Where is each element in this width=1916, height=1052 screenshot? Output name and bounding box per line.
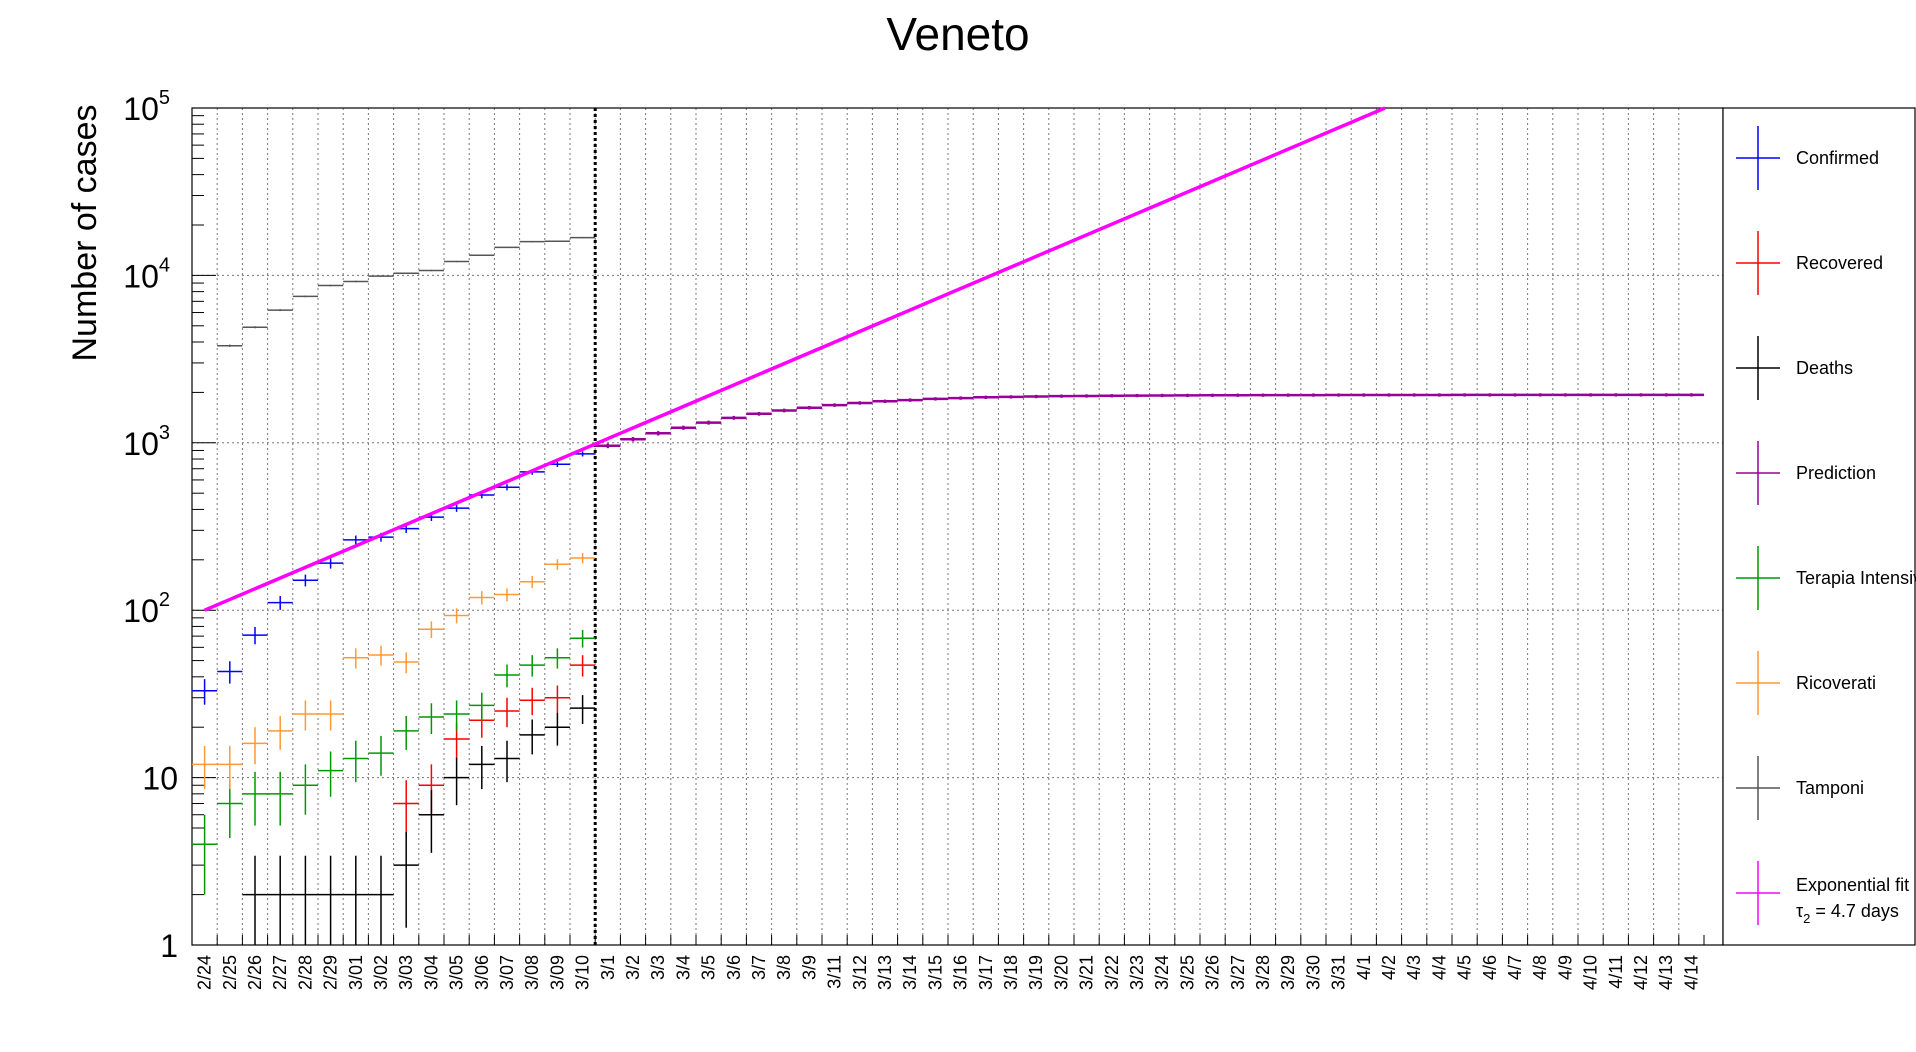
x-tick-label: 3/13 bbox=[875, 955, 895, 990]
x-tick-label: 2/25 bbox=[220, 955, 240, 990]
y-axis-label: Number of cases bbox=[66, 105, 104, 362]
chart-title: Veneto bbox=[886, 8, 1029, 60]
x-tick-label: 4/12 bbox=[1631, 955, 1651, 990]
x-tick-label: 3/12 bbox=[850, 955, 870, 990]
x-tick-label: 3/30 bbox=[1303, 955, 1323, 990]
fit-line bbox=[203, 106, 1386, 612]
x-tick-label: 3/4 bbox=[673, 955, 693, 980]
grid bbox=[192, 108, 1723, 945]
y-tick-label: 105 bbox=[123, 87, 170, 127]
x-tick-label: 3/16 bbox=[951, 955, 971, 990]
x-tick-label: 3/28 bbox=[1253, 955, 1273, 990]
x-tick-label: 4/9 bbox=[1555, 955, 1575, 980]
x-tick-label: 2/27 bbox=[270, 955, 290, 990]
x-tick-label: 4/10 bbox=[1581, 955, 1601, 990]
x-tick-label: 3/17 bbox=[976, 955, 996, 990]
x-tick-label: 3/08 bbox=[522, 955, 542, 990]
x-tick-label: 3/15 bbox=[925, 955, 945, 990]
x-tick-label: 4/13 bbox=[1656, 955, 1676, 990]
x-tick-label: 4/5 bbox=[1455, 955, 1475, 980]
legend-label: Prediction bbox=[1796, 463, 1876, 483]
x-tick-label: 3/03 bbox=[396, 955, 416, 990]
x-tick-label: 3/18 bbox=[1001, 955, 1021, 990]
y-tick-label: 102 bbox=[123, 589, 170, 629]
x-tick-label: 3/1 bbox=[598, 955, 618, 980]
x-tick-label: 3/26 bbox=[1203, 955, 1223, 990]
legend-label: Exponential fit bbox=[1796, 875, 1909, 895]
y-tick-label: 104 bbox=[123, 254, 170, 294]
legend-label: Recovered bbox=[1796, 253, 1883, 273]
x-tick-label: 2/28 bbox=[295, 955, 315, 990]
x-tick-label: 3/5 bbox=[699, 955, 719, 980]
x-tick-label: 3/25 bbox=[1177, 955, 1197, 990]
x-tick-label: 3/07 bbox=[497, 955, 517, 990]
x-tick-label: 3/2 bbox=[623, 955, 643, 980]
x-tick-label: 3/11 bbox=[825, 955, 845, 989]
y-tick-label: 103 bbox=[123, 422, 170, 462]
legend-label: Tamponi bbox=[1796, 778, 1864, 798]
x-tick-label: 4/7 bbox=[1505, 955, 1525, 980]
x-tick-label: 3/22 bbox=[1102, 955, 1122, 990]
x-tick-label: 4/2 bbox=[1379, 955, 1399, 980]
x-tick-label: 3/7 bbox=[749, 955, 769, 980]
legend-label: Deaths bbox=[1796, 358, 1853, 378]
x-tick-label: 4/1 bbox=[1354, 955, 1374, 980]
x-tick-label: 4/14 bbox=[1681, 955, 1701, 990]
legend-label: Terapia Intensiva bbox=[1796, 568, 1916, 588]
x-tick-label: 3/21 bbox=[1077, 955, 1097, 990]
x-tick-label: 4/11 bbox=[1606, 955, 1626, 989]
x-tick-label: 4/3 bbox=[1404, 955, 1424, 980]
y-axis: 1 10 102 103 104 105 bbox=[123, 87, 216, 964]
x-tick-label: 3/31 bbox=[1329, 955, 1349, 990]
legend-sublabel: τ2 = 4.7 days bbox=[1796, 901, 1899, 926]
x-tick-label: 3/9 bbox=[799, 955, 819, 980]
legend: Confirmed Recovered Deaths Prediction Terapi… bbox=[1736, 126, 1916, 926]
x-tick-label: 3/29 bbox=[1278, 955, 1298, 990]
x-tick-label: 3/04 bbox=[421, 955, 441, 990]
x-tick-label: 4/8 bbox=[1530, 955, 1550, 980]
legend-label: Confirmed bbox=[1796, 148, 1879, 168]
x-tick-label: 3/20 bbox=[1051, 955, 1071, 990]
x-tick-label: 4/6 bbox=[1480, 955, 1500, 980]
y-tick-label: 1 bbox=[160, 928, 178, 964]
x-tick-label: 3/27 bbox=[1228, 955, 1248, 990]
legend-box bbox=[1722, 107, 1916, 946]
x-tick-label: 3/6 bbox=[724, 955, 744, 980]
x-tick-label: 3/01 bbox=[346, 955, 366, 990]
x-tick-label: 3/10 bbox=[573, 955, 593, 990]
x-tick-label: 3/09 bbox=[547, 955, 567, 990]
x-tick-label: 3/05 bbox=[447, 955, 467, 990]
data-marks bbox=[192, 106, 1704, 945]
x-tick-label: 3/02 bbox=[371, 955, 391, 990]
x-tick-label: 3/3 bbox=[648, 955, 668, 980]
x-tick-label: 3/24 bbox=[1152, 955, 1172, 990]
x-tick-label: 3/06 bbox=[472, 955, 492, 990]
x-tick-label: 2/29 bbox=[321, 955, 341, 990]
x-tick-label: 3/14 bbox=[900, 955, 920, 990]
plot-frame bbox=[191, 107, 1916, 946]
plot-border bbox=[191, 107, 1724, 946]
x-tick-label: 3/8 bbox=[774, 955, 794, 980]
x-tick-label: 4/4 bbox=[1429, 955, 1449, 980]
x-tick-label: 2/24 bbox=[195, 955, 215, 990]
x-tick-label: 2/26 bbox=[245, 955, 265, 990]
x-tick-label: 3/23 bbox=[1127, 955, 1147, 990]
legend-label: Ricoverati bbox=[1796, 673, 1876, 693]
x-axis: 2/24 2/25 2/26 2/27 2/28 2/29 3/01 3/02 3/03 3/04… bbox=[195, 935, 1705, 990]
y-tick-label: 10 bbox=[142, 761, 178, 797]
x-tick-label: 3/19 bbox=[1026, 955, 1046, 990]
